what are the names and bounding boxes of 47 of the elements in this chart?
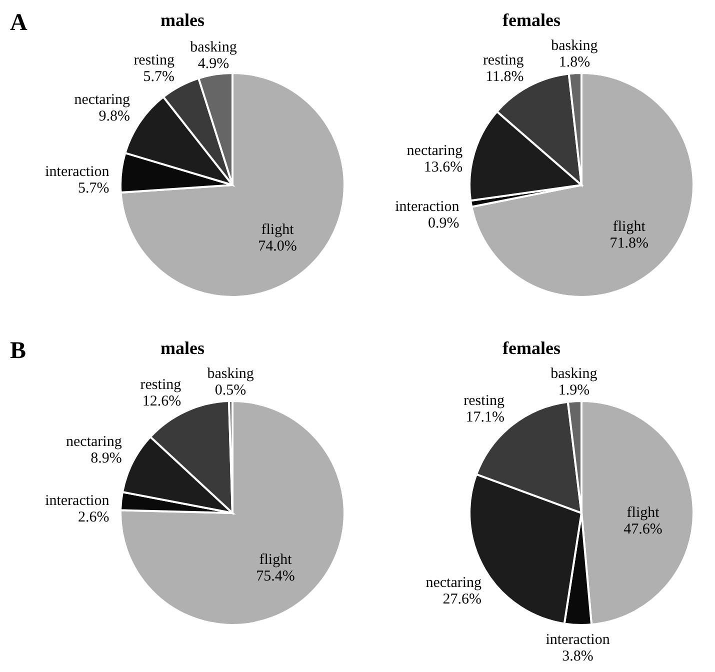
data-label: 74.0%: [258, 238, 297, 255]
slice-label: interaction: [45, 164, 110, 180]
data-label: 17.1%: [466, 409, 504, 426]
data-label: 47.6%: [624, 522, 662, 538]
data-label: 9.8%: [98, 108, 130, 125]
data-label: 8.9%: [90, 450, 122, 467]
data-label: 0.5%: [214, 382, 246, 399]
slice-label: resting: [482, 52, 524, 68]
data-label: 4.9%: [198, 56, 230, 72]
data-label: 75.4%: [256, 568, 295, 585]
text: B: [10, 338, 26, 365]
chart-title: females: [502, 10, 562, 31]
slice-label: resting: [140, 377, 182, 394]
slice-label: basking: [207, 366, 254, 382]
slice-label: basking: [550, 366, 598, 382]
slice-label: interaction: [395, 198, 460, 215]
data-label: 5.7%: [143, 68, 175, 85]
slice-label: nectaring: [426, 574, 482, 591]
slice-label: nectaring: [74, 92, 130, 108]
data-label: 2.6%: [78, 509, 110, 526]
data-label: 11.8%: [486, 68, 524, 85]
slice-label: flight: [612, 219, 646, 236]
data-label: 5.7%: [78, 180, 110, 197]
pie-slice: [470, 72, 694, 298]
slice-label: flight: [261, 222, 295, 238]
data-label: 3.8%: [562, 648, 594, 664]
data-label: 1.8%: [558, 54, 590, 71]
slice-label: flight: [259, 552, 293, 568]
chart-title: females: [502, 338, 562, 359]
slice-label: resting: [134, 52, 176, 68]
slice-label: interaction: [546, 632, 610, 648]
slice-label: nectaring: [406, 142, 464, 159]
slice-label: interaction: [45, 492, 110, 509]
data-label: 12.6%: [142, 394, 182, 410]
slice-label: basking: [190, 39, 238, 56]
slice-label: basking: [551, 38, 598, 54]
text: A: [10, 10, 28, 37]
chart-title: males: [160, 10, 204, 30]
slice-label: resting: [464, 392, 505, 409]
chart-title: males: [160, 338, 204, 358]
data-label: 71.8%: [610, 236, 648, 252]
data-label: 0.9%: [428, 215, 460, 232]
data-label: 27.6%: [442, 591, 482, 608]
data-label: 1.9%: [558, 382, 590, 399]
slice-label: flight: [626, 505, 660, 522]
slice-label: nectaring: [66, 434, 122, 450]
data-label: 13.6%: [424, 159, 463, 176]
